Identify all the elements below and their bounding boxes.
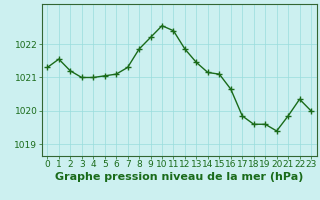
X-axis label: Graphe pression niveau de la mer (hPa): Graphe pression niveau de la mer (hPa) <box>55 172 303 182</box>
